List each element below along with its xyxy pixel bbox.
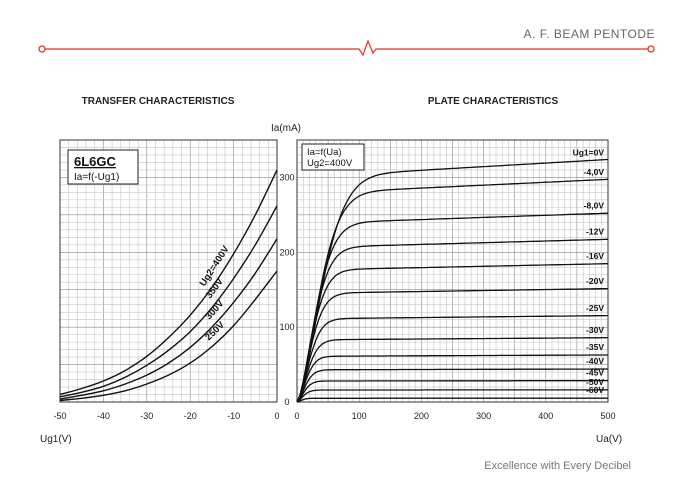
plate-x-tick-label: 500 <box>600 411 615 421</box>
transfer-x-axis-label: Ug1(V) <box>40 434 72 445</box>
plate-curve-label: -16V <box>586 251 604 261</box>
screen-voltage-label: Ug2=400V <box>307 158 353 169</box>
plate-curve-label: -8,0V <box>584 201 605 211</box>
plate-curve-label: -12V <box>586 227 604 237</box>
transfer-curve <box>59 169 278 396</box>
plate-function-label: Ia=f(Ua) <box>307 147 342 158</box>
plate-curve <box>296 178 609 403</box>
transfer-x-tick-label: -50 <box>53 411 66 421</box>
plate-x-ticks: 0 100 200 300 400 500 <box>294 411 615 421</box>
plate-curves <box>296 158 609 403</box>
y-tick-label: 0 <box>284 397 289 407</box>
transfer-curve-label: 300V <box>203 298 226 322</box>
header-title: A. F. BEAM PENTODE <box>524 27 655 41</box>
plate-curve <box>296 158 609 403</box>
plate-curve <box>296 397 608 403</box>
plate-curve <box>296 368 608 403</box>
plate-curve-label: -20V <box>586 276 604 286</box>
plate-x-axis-label: Ua(V) <box>596 434 622 445</box>
plate-curve-label: -60V <box>586 385 604 395</box>
plate-curve <box>296 314 608 403</box>
transfer-curve <box>59 238 278 400</box>
plate-x-tick-label: 0 <box>294 411 299 421</box>
transfer-chart-title: TRANSFER CHARACTERISTICS <box>82 96 235 107</box>
transfer-y-ticks: 0 100 200 300 <box>279 172 294 407</box>
transfer-x-tick-label: -30 <box>140 411 153 421</box>
plate-curve <box>296 389 608 403</box>
plate-chart-title: PLATE CHARACTERISTICS <box>428 96 559 107</box>
plate-curve-label: -45V <box>586 368 604 378</box>
footer-slogan: Excellence with Every Decibel <box>484 460 631 472</box>
plate-x-tick-label: 100 <box>352 411 367 421</box>
transfer-curve <box>59 205 278 398</box>
transfer-x-tick-label: -10 <box>227 411 240 421</box>
plate-chart-frame <box>296 139 609 403</box>
plate-x-tick-label: 200 <box>414 411 429 421</box>
transfer-curve <box>59 270 278 402</box>
tube-type-label: 6L6GC <box>74 154 117 169</box>
plate-curve-labels: Ug1=0V -4,0V -8,0V -12V -16V -20V -25V -30V -35V… <box>573 147 605 395</box>
transfer-curve-label: 250V <box>203 319 227 343</box>
plate-chart-grid <box>297 140 608 402</box>
transfer-x-ticks: -50 -40 -30 -20 -10 0 <box>53 411 279 421</box>
plate-curve-label: -30V <box>586 325 604 335</box>
y-tick-label: 200 <box>279 247 294 257</box>
plate-curve-label: -50V <box>586 377 604 387</box>
header-rule <box>38 39 655 57</box>
plate-x-tick-label: 300 <box>476 411 491 421</box>
transfer-curves <box>59 169 278 402</box>
transfer-x-tick-label: -20 <box>184 411 197 421</box>
transfer-x-tick-label: 0 <box>274 411 279 421</box>
transfer-info-box: 6L6GC Ia=f(-Ug1) <box>67 149 139 185</box>
plate-curve <box>296 337 608 403</box>
plate-x-tick-label: 400 <box>538 411 553 421</box>
plate-curve <box>296 212 609 403</box>
plate-curve-label: -40V <box>586 356 604 366</box>
plate-curve <box>296 379 608 403</box>
transfer-function-label: Ia=f(-Ug1) <box>74 172 119 183</box>
plate-curve <box>296 287 608 403</box>
y-tick-label: 100 <box>279 322 294 332</box>
plate-curve-label: -35V <box>586 342 604 352</box>
plate-info-box: Ia=f(Ua) Ug2=400V <box>301 143 365 171</box>
plate-curve-label: -4,0V <box>584 167 605 177</box>
plate-curve <box>296 263 608 403</box>
plate-curve <box>296 354 608 403</box>
plate-curve-label: Ug1=0V <box>573 147 605 157</box>
transfer-x-tick-label: -40 <box>97 411 110 421</box>
y-axis-label: Ia(mA) <box>271 123 301 134</box>
plate-curve <box>296 238 609 403</box>
y-tick-label: 300 <box>279 172 294 182</box>
plate-curve-label: -25V <box>586 303 604 313</box>
